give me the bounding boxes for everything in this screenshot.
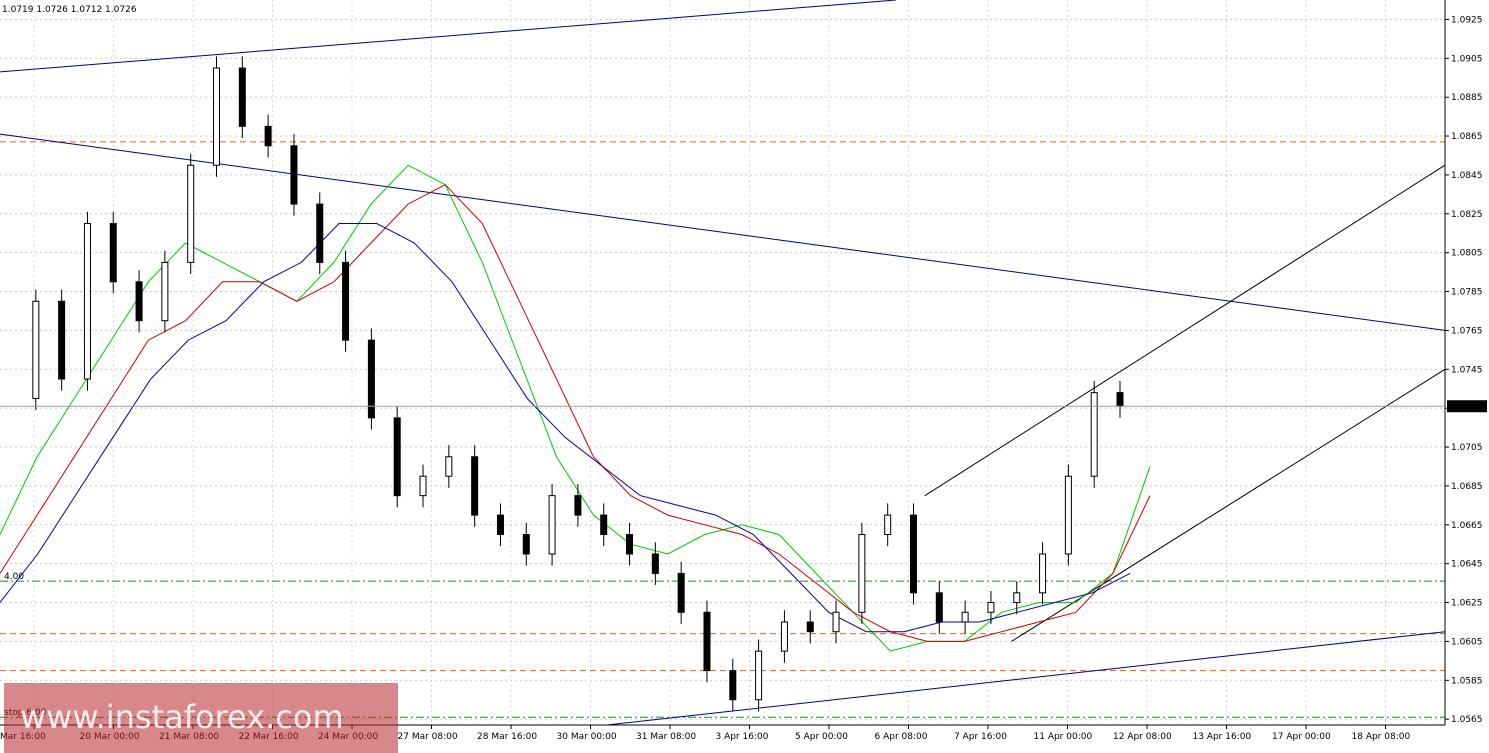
candle-body — [316, 203, 324, 263]
x-tick-label: 3 Apr 16:00 — [716, 732, 769, 742]
x-tick-label: 18 Apr 08:00 — [1352, 732, 1411, 742]
candle-body — [290, 145, 298, 205]
y-tick-label: 1.0925 — [1451, 15, 1483, 25]
trendline — [0, 133, 1446, 331]
y-tick-label: 1.0745 — [1451, 365, 1483, 375]
candle-body — [419, 475, 427, 497]
x-tick-label: 30 Mar 00:00 — [557, 732, 617, 742]
current-price-label: 1.0726 — [1451, 402, 1483, 412]
candle-body — [755, 650, 763, 701]
candle-body — [858, 534, 866, 613]
candle-body — [677, 572, 685, 613]
y-tick-label: 1.0865 — [1451, 132, 1483, 142]
candle-body — [703, 611, 711, 672]
x-tick-label: 6 Apr 08:00 — [875, 732, 928, 742]
y-tick-label: 1.0845 — [1451, 171, 1483, 181]
candle-body — [238, 67, 246, 127]
y-tick-label: 1.0765 — [1451, 326, 1483, 336]
candle-body — [884, 514, 892, 536]
symbol-header: 1.0719 1.0726 1.0712 1.0726 — [2, 5, 137, 15]
candle-body — [1039, 553, 1047, 594]
candle-body — [935, 592, 943, 623]
candle-body — [264, 125, 272, 147]
x-tick-label: 11 Apr 00:00 — [1034, 732, 1093, 742]
y-tick-label: 1.0785 — [1451, 288, 1483, 298]
x-tick-label: 7 Apr 16:00 — [954, 732, 1007, 742]
candle-body — [1090, 392, 1098, 477]
watermark-background — [4, 683, 398, 753]
candle-body — [83, 223, 91, 380]
y-tick-label: 1.0645 — [1451, 560, 1483, 570]
candle-body — [471, 456, 479, 516]
y-tick-label: 1.0585 — [1451, 676, 1483, 686]
x-tick-label: 13 Apr 16:00 — [1193, 732, 1252, 742]
x-tick-label: 31 Mar 08:00 — [636, 732, 696, 742]
y-tick-label: 1.0825 — [1451, 210, 1483, 220]
current-price-badge — [1447, 400, 1487, 413]
candle-body — [445, 456, 453, 477]
y-tick-label: 1.0665 — [1451, 521, 1483, 531]
candle-body — [548, 495, 556, 555]
y-tick-label: 1.0625 — [1451, 599, 1483, 609]
candle-body — [342, 261, 350, 341]
candle-body — [187, 164, 195, 263]
y-tick-label: 1.0705 — [1451, 443, 1483, 453]
candle-body — [1064, 475, 1072, 555]
candle-body — [522, 534, 530, 555]
y-tick-label: 1.0565 — [1451, 715, 1483, 725]
candle-body — [496, 514, 504, 536]
candle-body — [987, 602, 995, 613]
candle-body — [393, 417, 401, 497]
candle-body — [806, 621, 814, 633]
candle-body — [909, 514, 917, 594]
candle-body — [135, 281, 143, 322]
candle-body — [780, 621, 788, 652]
candle-body — [574, 495, 582, 516]
x-tick-label: 5 Apr 00:00 — [795, 732, 848, 742]
candle-body — [1116, 392, 1124, 407]
x-tick-label: 12 Apr 08:00 — [1113, 732, 1172, 742]
watermark-text: www.instaforex.com — [20, 698, 344, 736]
candle-body — [600, 514, 608, 536]
candle-body — [832, 611, 840, 633]
y-tick-label: 1.0905 — [1451, 54, 1483, 64]
candle-body — [729, 670, 737, 701]
trendline — [606, 631, 1446, 726]
x-tick-label: 27 Mar 08:00 — [398, 732, 458, 742]
y-tick-label: 1.0805 — [1451, 249, 1483, 259]
candle-body — [1013, 592, 1021, 604]
x-tick-label: 17 Apr 00:00 — [1272, 732, 1331, 742]
candle-body — [109, 223, 117, 283]
candle-body — [58, 300, 66, 380]
x-tick-label: 28 Mar 16:00 — [477, 732, 537, 742]
y-tick-label: 1.0885 — [1451, 93, 1483, 103]
candle-body — [32, 300, 40, 399]
candle-body — [367, 339, 375, 419]
candle-body — [161, 261, 169, 322]
candle-body — [651, 553, 659, 574]
candle-body — [626, 534, 634, 555]
candle-body — [213, 67, 221, 166]
level-label: 4.00 — [4, 572, 24, 582]
trendline — [0, 0, 896, 73]
trendline — [924, 164, 1446, 497]
moving-average-line — [0, 184, 1151, 642]
y-tick-label: 1.0605 — [1451, 637, 1483, 647]
candle-body — [961, 611, 969, 623]
y-tick-label: 1.0685 — [1451, 482, 1483, 492]
